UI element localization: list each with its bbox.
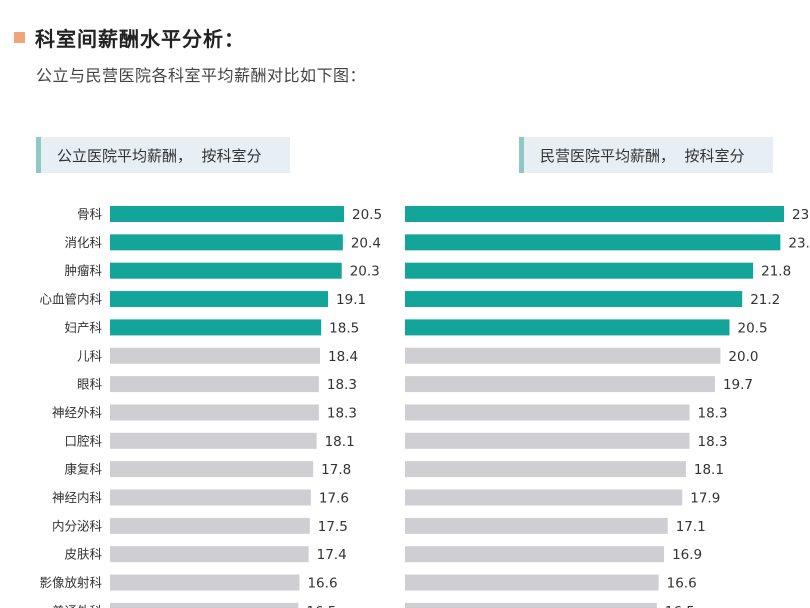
value-label: 20.0 (728, 349, 758, 365)
bar (110, 291, 329, 308)
bar (405, 376, 715, 393)
value-label: 18.1 (325, 434, 355, 450)
bar (405, 574, 659, 591)
bar (110, 574, 300, 591)
bar (110, 206, 344, 222)
value-label: 20.3 (350, 264, 380, 280)
value-label: 18.5 (329, 320, 359, 336)
category-label: 普通外科 (52, 603, 103, 608)
category-label: 心血管内科 (39, 292, 102, 307)
private-salary-bar-chart: 妇产科23.肿瘤科23.心血管内科21.8儿科21.2骨科20.5普通外科20.… (405, 206, 810, 608)
category-label: 内分泌科 (52, 518, 103, 533)
private-chart-title: 民营医院平均薪酬， 按科室分 (540, 146, 745, 165)
value-label: 18.3 (327, 405, 357, 421)
value-label: 17.4 (317, 547, 347, 563)
category-label: 消化科 (64, 235, 102, 250)
category-label: 妇产科 (64, 320, 102, 335)
value-label: 21.8 (761, 264, 791, 280)
value-label: 17.8 (321, 462, 351, 478)
category-label: 眼科 (77, 377, 103, 392)
category-label: 肿瘤科 (64, 263, 102, 278)
value-label: 20.4 (351, 235, 381, 251)
public-panel-header: 公立医院平均薪酬， 按科室分 (36, 137, 290, 173)
public-salary-bar-chart: 骨科 20.5 消化科 20.4 肿瘤科 20.3 心血管内科 19.1 妇产科 18.5 儿科 18… (39, 206, 382, 608)
bar (405, 291, 743, 308)
value-label: 19.7 (723, 377, 753, 393)
public-hospital-panel: 公立医院平均薪酬， 按科室分 骨科 20.5 消化科 20.4 肿瘤科 20.3 心血管内科… (36, 137, 382, 608)
bar (110, 376, 319, 393)
value-label: 23. (792, 207, 810, 223)
category-label: 口腔科 (64, 433, 102, 448)
bar (405, 602, 657, 608)
value-label: 16.9 (672, 547, 702, 563)
bar (405, 347, 721, 364)
bar (110, 404, 319, 421)
section-heading: 科室间薪酬水平分析： (14, 22, 245, 52)
value-label: 17.6 (319, 491, 349, 507)
bar (405, 319, 730, 336)
bar (110, 546, 309, 563)
bar (110, 489, 311, 506)
bar (405, 489, 683, 506)
bar (405, 262, 754, 279)
value-label: 18.3 (327, 377, 357, 393)
bar (405, 546, 665, 563)
panel-header-accent-bar (36, 137, 41, 173)
bar (110, 319, 322, 336)
value-label: 19.1 (336, 292, 366, 308)
public-chart-title: 公立医院平均薪酬， 按科室分 (57, 146, 262, 165)
bar (110, 234, 343, 251)
bar (110, 461, 314, 478)
value-label: 16.5 (306, 604, 336, 608)
category-label: 骨科 (77, 207, 103, 222)
bar (405, 432, 690, 449)
bar (405, 404, 690, 421)
category-label: 影像放射科 (39, 575, 102, 590)
bar (405, 206, 784, 222)
value-label: 18.3 (698, 434, 728, 450)
category-label: 儿科 (77, 348, 103, 363)
bar (110, 347, 321, 364)
value-label: 18.3 (698, 405, 728, 421)
private-panel-header: 民营医院平均薪酬， 按科室分 (519, 137, 773, 173)
heading-square-icon (14, 31, 25, 43)
category-label: 皮肤科 (64, 547, 102, 562)
bar (405, 461, 686, 478)
value-label: 16.6 (667, 576, 697, 592)
value-label: 17.5 (318, 519, 348, 535)
section-title: 科室间薪酬水平分析： (35, 26, 245, 51)
category-label: 神经外科 (52, 405, 103, 420)
value-label: 16.5 (665, 604, 695, 608)
bar (110, 517, 310, 534)
value-label: 18.1 (694, 462, 724, 478)
value-label: 17.9 (690, 491, 720, 507)
category-label: 康复科 (64, 462, 102, 477)
bar (405, 517, 668, 534)
category-label: 神经内科 (52, 490, 103, 505)
value-label: 23. (788, 235, 809, 251)
section-subtitle: 公立与民营医院各科室平均薪酬对比如下图： (36, 66, 367, 85)
panel-header-accent-bar (519, 137, 524, 173)
value-label: 16.6 (307, 576, 337, 592)
bar (110, 432, 317, 449)
bar (110, 262, 342, 279)
value-label: 20.5 (352, 207, 382, 223)
value-label: 17.1 (676, 519, 706, 535)
value-label: 18.4 (328, 349, 358, 365)
bar (110, 602, 299, 608)
private-hospital-panel: 民营医院平均薪酬， 按科室分 妇产科23.肿瘤科23.心血管内科21.8儿科21… (405, 0, 810, 608)
bar (405, 234, 781, 251)
value-label: 20.5 (737, 320, 767, 336)
value-label: 21.2 (750, 292, 780, 308)
